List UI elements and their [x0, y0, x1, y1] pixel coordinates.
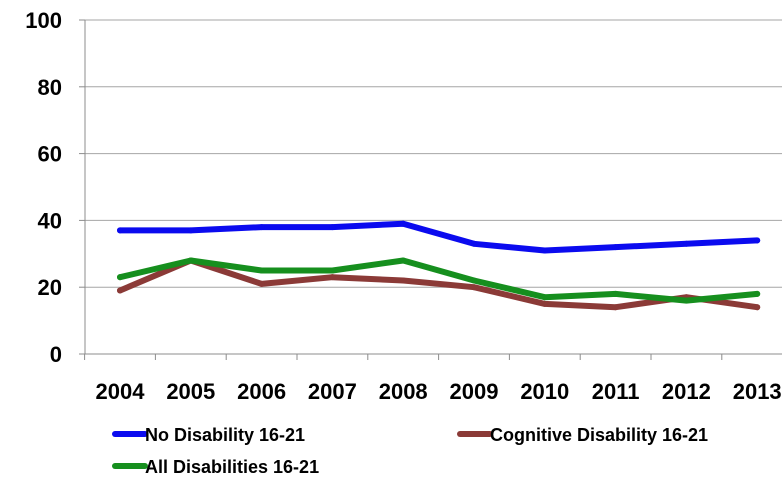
y-tick-label: 0 — [50, 342, 62, 367]
data-point — [471, 240, 477, 247]
data-point — [117, 227, 123, 234]
x-tick-label: 2013 — [733, 379, 782, 404]
data-point — [754, 304, 761, 311]
data-point — [329, 274, 336, 281]
data-point — [541, 294, 548, 301]
x-tick-label: 2004 — [96, 379, 146, 404]
x-tick-label: 2009 — [450, 379, 499, 404]
data-point — [683, 240, 690, 247]
data-point — [541, 300, 548, 307]
y-tick-label: 60 — [38, 142, 62, 167]
y-axis-ticks: 0 20 40 60 80 100 — [25, 8, 62, 367]
data-point — [400, 257, 407, 264]
legend: No Disability 16-21 Cognitive Disability … — [112, 425, 708, 477]
data-point — [471, 277, 477, 284]
data-point — [541, 247, 548, 254]
data-point — [400, 277, 407, 284]
data-point — [258, 224, 265, 231]
series-lines — [117, 220, 761, 311]
data-point — [187, 227, 194, 234]
data-point — [329, 267, 336, 274]
data-point — [258, 280, 265, 287]
data-point — [117, 287, 123, 294]
data-point — [612, 304, 619, 311]
data-point — [258, 267, 265, 274]
series-line-0 — [117, 220, 761, 254]
data-point — [400, 220, 407, 227]
data-point — [683, 297, 690, 304]
y-tick-label: 80 — [38, 75, 62, 100]
y-tick-label: 40 — [38, 208, 62, 233]
x-tick-label: 2010 — [520, 379, 569, 404]
legend-label: All Disabilities 16-21 — [145, 457, 319, 477]
data-point — [754, 290, 761, 297]
data-point — [471, 284, 477, 291]
x-tick-label: 2008 — [379, 379, 428, 404]
y-tick-label: 20 — [38, 275, 62, 300]
data-point — [329, 224, 336, 231]
data-point — [612, 244, 619, 251]
y-tick-label: 100 — [25, 8, 62, 33]
data-point — [612, 290, 619, 297]
x-tick-label: 2006 — [237, 379, 286, 404]
x-tick-label: 2012 — [662, 379, 711, 404]
legend-label: No Disability 16-21 — [145, 425, 305, 445]
series-line-2 — [117, 257, 761, 304]
data-point — [117, 274, 123, 281]
axes — [79, 19, 782, 360]
x-axis-ticks: 2004 2005 2006 2007 2008 2009 2010 2011 2012 2013 — [96, 379, 782, 404]
x-tick-label: 2005 — [166, 379, 215, 404]
data-point — [754, 237, 761, 244]
data-point — [187, 257, 194, 264]
gridlines — [85, 19, 782, 288]
x-tick-label: 2011 — [592, 379, 640, 404]
legend-label: Cognitive Disability 16-21 — [490, 425, 708, 445]
series-line-1 — [117, 257, 761, 311]
x-tick-label: 2007 — [308, 379, 357, 404]
